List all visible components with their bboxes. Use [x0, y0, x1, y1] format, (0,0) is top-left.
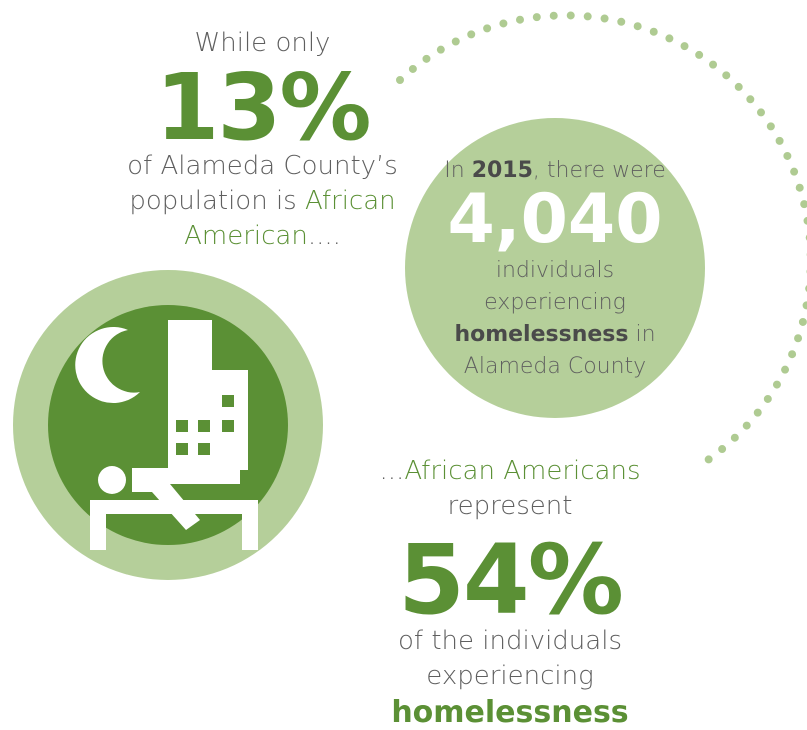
text: .... [307, 221, 341, 251]
stat: 54% [398, 524, 624, 636]
homeless-icon [75, 320, 258, 550]
text: in [628, 322, 656, 347]
text-line: In 2015, there were [405, 160, 705, 182]
dotted-arc [396, 11, 807, 466]
text: In [444, 158, 472, 183]
text-line: Alameda County [463, 354, 647, 379]
text: ... [379, 456, 405, 486]
body [132, 468, 240, 530]
stat: 4,040 [447, 180, 663, 259]
text-line: represent [447, 491, 573, 521]
intro: While only [194, 28, 331, 58]
highlight: African Americans [404, 456, 641, 486]
highlight: African [305, 186, 396, 216]
moon [75, 327, 140, 404]
head [98, 466, 126, 494]
bench [90, 500, 258, 550]
highlight: homelessness [391, 695, 629, 730]
text: population is [129, 186, 305, 216]
text-line: experiencing [426, 661, 594, 691]
year: 2015 [471, 158, 533, 183]
stat: 13% [155, 54, 371, 161]
highlight-circle [405, 118, 705, 418]
text-line: of the individuals [398, 626, 622, 656]
text-line: individuals [495, 258, 615, 283]
text-line: experiencing [484, 290, 626, 315]
bold: homelessness [454, 322, 629, 347]
highlight: American [184, 221, 308, 251]
text-line: of Alameda County’s [127, 151, 398, 181]
text: , there were [532, 158, 666, 183]
text-line: homelessness in [405, 324, 705, 346]
text-line: population is African [90, 188, 435, 214]
text-line: ...African Americans [340, 458, 680, 484]
text-line: American.... [90, 223, 435, 249]
building [168, 320, 248, 470]
